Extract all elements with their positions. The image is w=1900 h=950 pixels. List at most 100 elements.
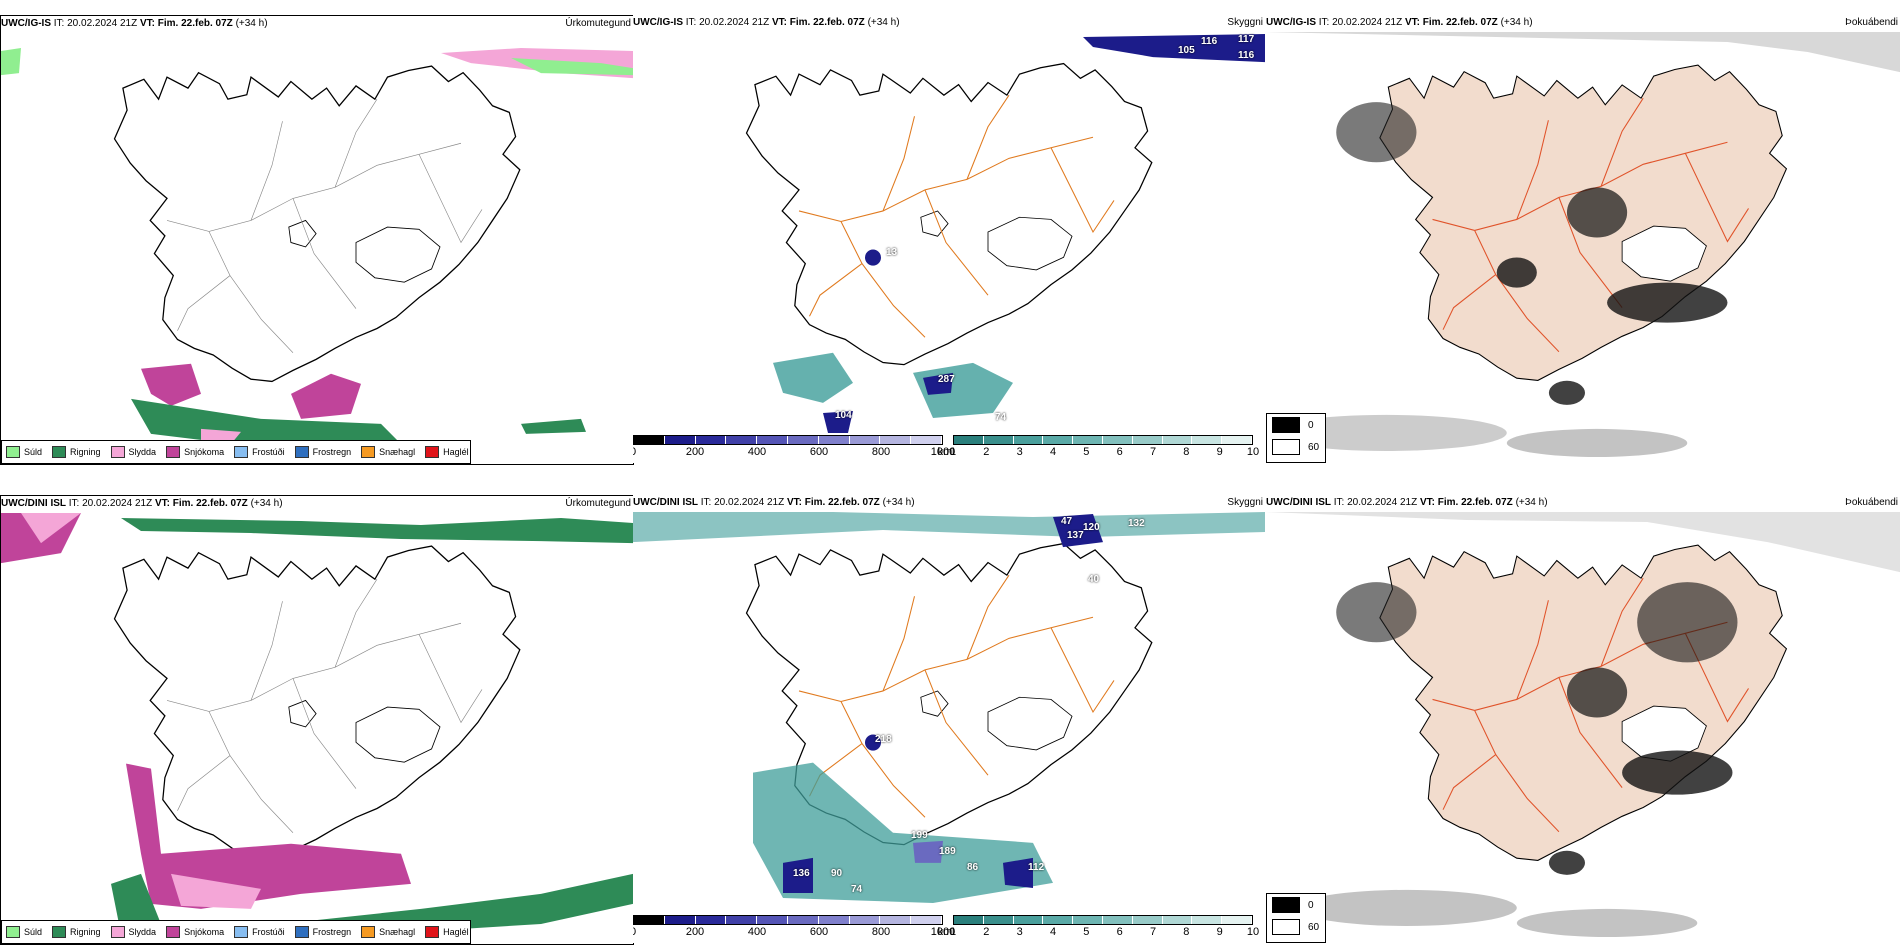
legend-swatch xyxy=(234,926,249,938)
scale-tick: 400 xyxy=(747,926,767,938)
panel-title: Úrkomutegund xyxy=(565,18,631,29)
init-time: 20.02.2024 21Z xyxy=(699,17,770,28)
scale-tick: 7 xyxy=(1149,446,1157,458)
legend-label: Rigning xyxy=(70,447,101,457)
panel-title: Skyggni xyxy=(1227,17,1263,28)
scale-tick: 8 xyxy=(1183,926,1190,938)
model-name: UWC/IG-IS xyxy=(1,18,51,29)
model-name: UWC/DINI ISL xyxy=(633,497,698,508)
panel-title: Úrkomutegund xyxy=(565,498,631,509)
visibility-map[interactable]: 116 117 105 116 13 287 104 74 xyxy=(633,32,1265,433)
vis-label: 13 xyxy=(886,247,898,258)
legend-swatch xyxy=(425,446,440,458)
scale-tick: 7 xyxy=(1149,926,1157,938)
init-label: IT: xyxy=(1333,497,1345,508)
legend-swatch xyxy=(110,446,125,458)
model-name: UWC/DINI ISL xyxy=(1266,497,1331,508)
vis-label: 90 xyxy=(831,868,843,879)
scale-tick: 400 xyxy=(747,446,767,458)
vis-ticks: km 1 2 3 4 5 6 7 8 9 10 xyxy=(938,445,1259,459)
model-name: UWC/DINI ISL xyxy=(1,498,66,509)
scale-tick: 600 xyxy=(809,446,829,458)
valid-time: Fim. 22.feb. 07Z xyxy=(157,18,233,29)
panel-header: UWC/IG-IS IT: 20.02.2024 21Z VT: Fim. 22… xyxy=(633,15,1265,31)
scale-tick: 800 xyxy=(871,926,891,938)
lead-time: (+34 h) xyxy=(1500,17,1533,28)
vis-label: 74 xyxy=(995,412,1007,423)
vis-label: 40 xyxy=(1088,574,1100,585)
legend-swatch xyxy=(52,446,67,458)
scale-unit: km xyxy=(937,926,953,938)
vis-label: 132 xyxy=(1128,518,1145,529)
legend-swatch xyxy=(294,926,309,938)
fog-key: 0 60 xyxy=(1266,893,1326,943)
legend-swatch xyxy=(294,446,309,458)
vis-color-bar xyxy=(953,915,1253,925)
fog-map[interactable]: 0 60 xyxy=(1266,32,1900,463)
vis-ticks: km 1 2 3 4 5 6 7 8 9 10 xyxy=(938,925,1259,939)
legend-label: Rigning xyxy=(70,927,101,937)
scale-tick: 1 xyxy=(949,926,957,938)
vis-label: 218 xyxy=(875,734,892,745)
init-label: IT: xyxy=(685,17,697,28)
legend-swatch xyxy=(6,926,20,938)
precip-legend: Súld Rigning Slydda Snjókoma Frostúði Frostre… xyxy=(1,440,471,464)
scale-tick: 10 xyxy=(1246,926,1260,938)
lead-time: (+34 h) xyxy=(235,18,268,29)
precip-type-panel-bottom: UWC/DINI ISL IT: 20.02.2024 21Z VT: Fim.… xyxy=(0,495,634,945)
lead-time: (+34 h) xyxy=(250,498,283,509)
panel-header: UWC/DINI ISL IT: 20.02.2024 21Z VT: Fim.… xyxy=(633,495,1265,511)
visibility-panel-bottom: UWC/DINI ISL IT: 20.02.2024 21Z VT: Fim.… xyxy=(633,495,1265,943)
lead-time: (+34 h) xyxy=(1515,497,1548,508)
init-label: IT: xyxy=(700,497,712,508)
init-time: 20.02.2024 21Z xyxy=(67,18,138,29)
valid-label: VT: xyxy=(139,18,155,29)
scale-tick: 800 xyxy=(871,446,891,458)
legend-label: Frostúði xyxy=(252,447,285,457)
scale-tick: 9 xyxy=(1216,926,1223,938)
fog-map[interactable]: 0 60 xyxy=(1266,512,1900,943)
legend-item: Snæhagl xyxy=(361,926,415,938)
visibility-map[interactable]: 47 120 137 132 40 218 199 189 86 112 136… xyxy=(633,512,1265,913)
vis-label: 287 xyxy=(938,374,955,385)
legend-label: Haglél xyxy=(443,447,469,457)
legend-item: Snæhagl xyxy=(361,446,415,458)
legend-item: Súld xyxy=(6,926,42,938)
height-ticks: m02004006008001000 xyxy=(633,925,955,939)
legend-swatch xyxy=(361,446,376,458)
legend-item: Súld xyxy=(6,446,42,458)
vis-scale: km 1 2 3 4 5 6 7 8 9 10 xyxy=(938,435,1259,459)
valid-time: Fim. 22.feb. 07Z xyxy=(1437,497,1513,508)
valid-time: Fim. 22.feb. 07Z xyxy=(789,17,865,28)
scale-tick: 600 xyxy=(809,926,829,938)
precip-legend: Súld Rigning Slydda Snjókoma Frostúði Frostre… xyxy=(1,920,471,944)
vis-label: 116 xyxy=(1238,50,1255,61)
vis-label: 47 xyxy=(1061,516,1073,527)
precip-map[interactable]: Súld Rigning Slydda Snjókoma Frostúði Frostre… xyxy=(1,513,633,944)
fog-index-panel-top: UWC/IG-IS IT: 20.02.2024 21Z VT: Fim. 22… xyxy=(1266,15,1900,463)
legend-swatch xyxy=(52,926,67,938)
scale-unit: km xyxy=(937,446,953,458)
fog-key-row: 0 xyxy=(1267,894,1325,916)
vis-label: 136 xyxy=(793,868,810,879)
legend-item: Rigning xyxy=(52,446,101,458)
legend-label: Súld xyxy=(24,927,43,937)
panel-header: UWC/DINI ISL IT: 20.02.2024 21Z VT: Fim.… xyxy=(1266,495,1900,511)
legend-item: Frostregn xyxy=(294,926,351,938)
fog-key-row: 60 xyxy=(1267,436,1325,458)
scale-tick: 8 xyxy=(1183,446,1190,458)
init-label: IT: xyxy=(1318,17,1330,28)
fog-key-max: 60 xyxy=(1308,921,1320,933)
init-label: IT: xyxy=(68,498,80,509)
precip-map[interactable]: Súld Rigning Slydda Snjókoma Frostúði Frostre… xyxy=(1,33,633,464)
vis-label: 137 xyxy=(1067,530,1084,541)
model-name: UWC/IG-IS xyxy=(633,17,683,28)
panel-title: Skyggni xyxy=(1227,497,1263,508)
scale-tick: 200 xyxy=(685,446,705,458)
valid-time: Fim. 22.feb. 07Z xyxy=(804,497,880,508)
scale-tick: 1000 xyxy=(930,446,956,458)
lead-time: (+34 h) xyxy=(882,497,915,508)
legend-item: Rigning xyxy=(52,926,101,938)
init-time: 20.02.2024 21Z xyxy=(82,498,153,509)
legend-item: Frostúði xyxy=(234,926,285,938)
